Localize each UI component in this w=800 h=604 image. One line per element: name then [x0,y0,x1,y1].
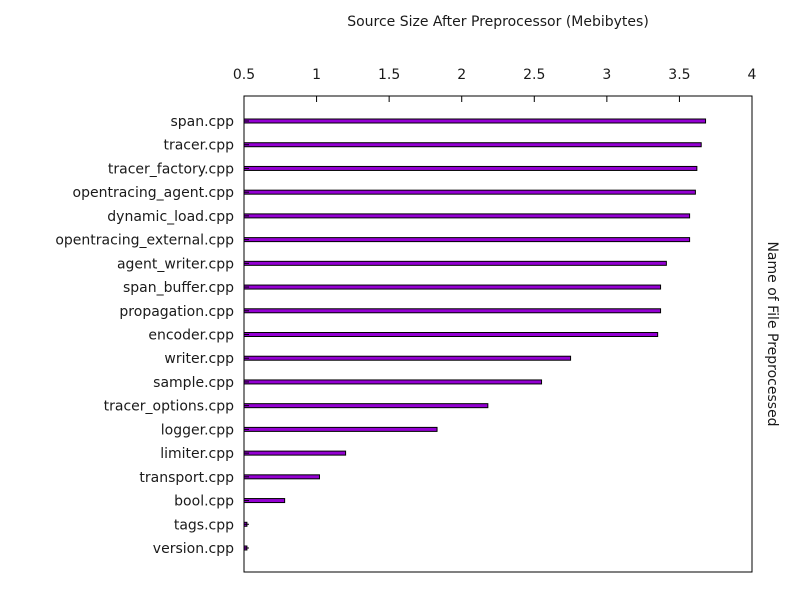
category-label: encoder.cpp [148,328,234,344]
bar [243,284,662,290]
category-label: logger.cpp [161,422,234,438]
x-tick-label: 1.5 [378,67,400,83]
bar [243,213,691,219]
category-label: dynamic_load.cpp [107,209,234,225]
x-axis: 0.5 1 1.5 2 2.5 3 3.5 4 [233,67,757,102]
bar [243,165,698,171]
bar [243,403,489,409]
bars-group [243,118,707,551]
bar [243,118,707,124]
bar [243,332,659,337]
bar [243,379,543,385]
bar [243,498,286,504]
category-label: span_buffer.cpp [123,280,234,296]
bar [243,142,702,148]
category-label: tags.cpp [174,517,234,533]
bar [243,474,320,480]
category-label: transport.cpp [139,470,234,486]
category-label: bool.cpp [174,494,234,510]
bar [243,189,696,195]
x-tick-label: 2.5 [523,67,545,83]
bar [243,308,662,314]
bar [243,237,691,243]
category-label: tracer.cpp [163,138,234,154]
category-label: opentracing_external.cpp [55,233,234,249]
x-tick-label: 3.5 [668,67,690,83]
x-tick-label: 0.5 [233,67,255,83]
category-label: sample.cpp [153,375,234,391]
category-label: limiter.cpp [160,446,234,462]
category-label: tracer_factory.cpp [108,161,234,177]
bar [243,260,667,266]
bar [243,450,347,456]
category-label: span.cpp [170,114,234,130]
category-label: agent_writer.cpp [117,256,234,272]
y-axis: span.cpp tracer.cpp tracer_factory.cppopen… [55,114,249,557]
x-tick-label: 1 [312,67,321,83]
x-tick-label: 3 [602,67,611,83]
chart-title: Source Size After Preprocessor (Mebibyte… [347,14,649,30]
category-label: tracer_options.cpp [104,399,234,415]
x-tick-label: 4 [748,67,757,83]
x-tick-label: 2 [457,67,466,83]
category-label: opentracing_agent.cpp [73,185,235,201]
bar [243,426,438,432]
bar [243,355,572,361]
y-axis-label: Name of File Preprocessed [764,241,780,426]
category-label: version.cpp [153,541,234,557]
category-label: propagation.cpp [119,304,234,320]
category-label: writer.cpp [164,351,234,367]
